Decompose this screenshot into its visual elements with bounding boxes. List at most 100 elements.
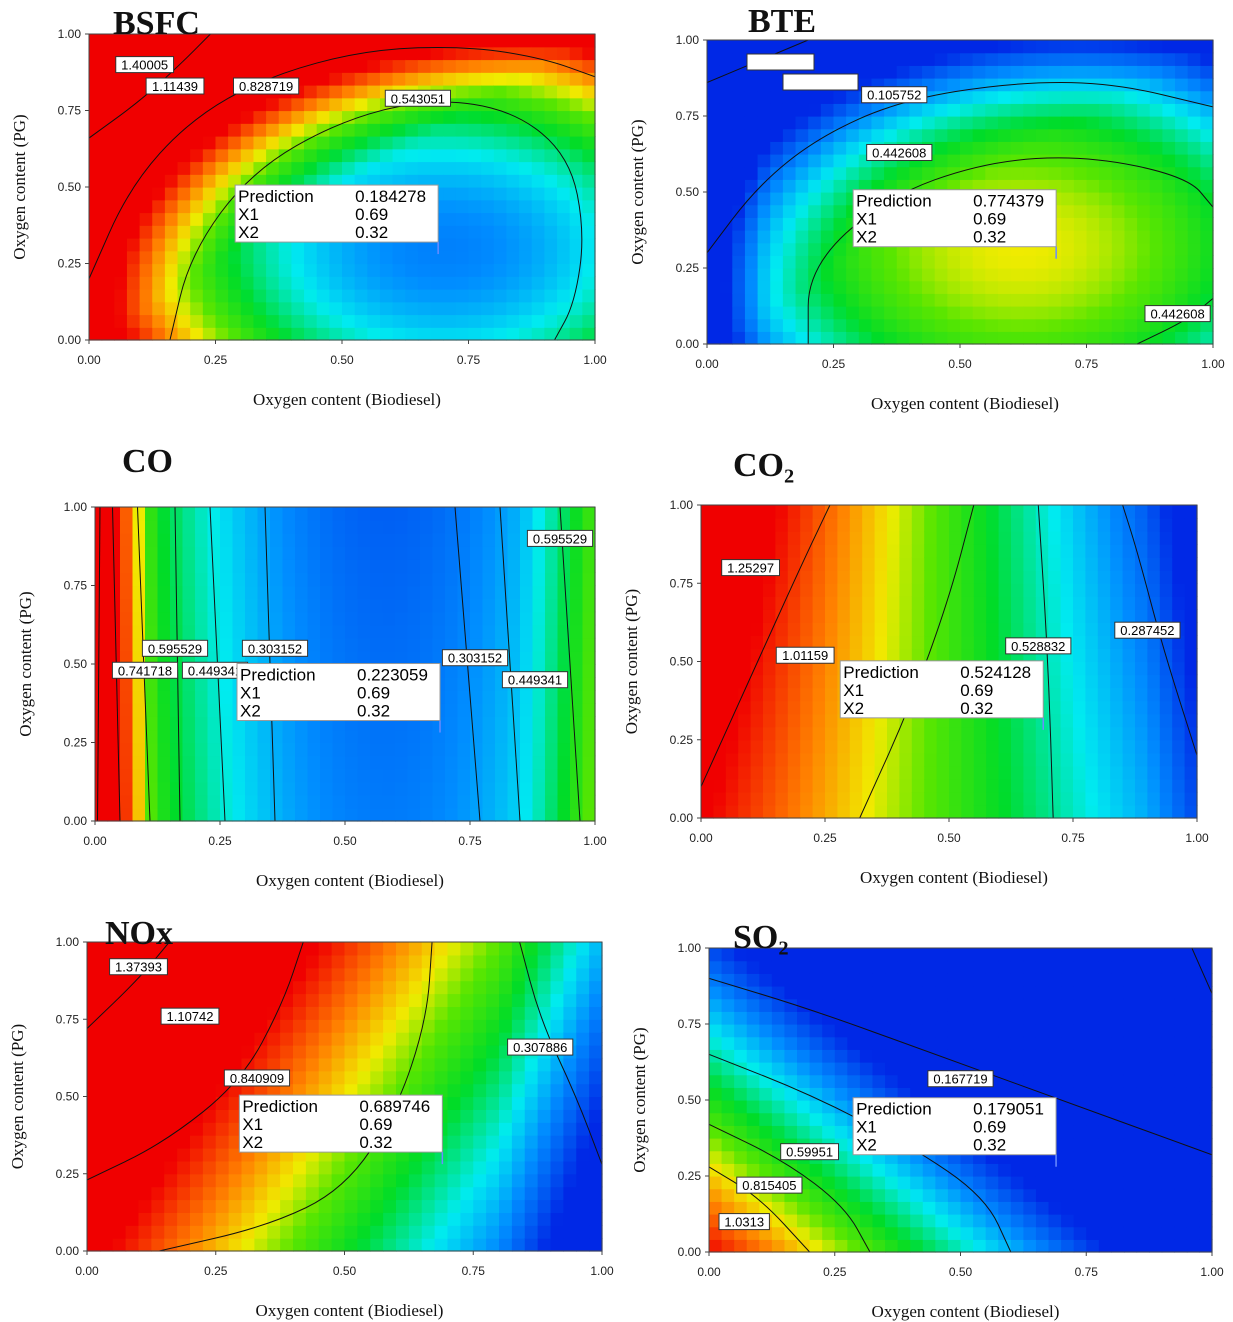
heatmap-cell [1060, 687, 1074, 702]
heatmap-cell [1073, 242, 1088, 256]
heatmap-cell [220, 742, 234, 757]
x-tick-label: 0.50 [937, 831, 961, 845]
heatmap-cell [357, 742, 371, 757]
heatmap-cell [1086, 52, 1100, 66]
heatmap-cell [432, 781, 446, 796]
heatmap-cell [738, 505, 752, 519]
heatmap-cell [563, 1109, 577, 1123]
heatmap-cell [507, 624, 521, 639]
heatmap-cell [871, 255, 885, 269]
heatmap-cell [537, 942, 552, 956]
heatmap-cell [215, 1135, 230, 1149]
heatmap-cell [455, 187, 470, 201]
heatmap-cell [582, 136, 596, 150]
heatmap-cell [973, 570, 987, 584]
heatmap-cell [190, 1199, 204, 1213]
heatmap-cell [1011, 518, 1024, 532]
heatmap-cell [782, 217, 797, 231]
heatmap-cell [1035, 78, 1050, 92]
heatmap-cell [316, 97, 330, 112]
heatmap-cell [732, 242, 746, 256]
heatmap-cell [531, 276, 545, 290]
heatmap-cell [126, 123, 141, 137]
heatmap-cell [896, 52, 910, 66]
heatmap-cell [569, 238, 583, 252]
heatmap-cell [795, 103, 809, 117]
heatmap-cell [570, 559, 584, 574]
heatmap-cell [1135, 739, 1148, 754]
heatmap-cell [457, 572, 471, 587]
heatmap-cell [266, 327, 280, 341]
heatmap-cell [482, 690, 496, 704]
heatmap-cell [420, 781, 434, 796]
heatmap-cell [493, 276, 508, 290]
heatmap-cell [1035, 752, 1049, 767]
heatmap-cell [544, 174, 558, 188]
heatmap-cell [370, 755, 384, 770]
heatmap-cell [537, 993, 552, 1007]
heatmap-cell [1061, 166, 1075, 180]
heatmap-cell [947, 268, 961, 282]
heatmap-cell [382, 585, 396, 600]
heatmap-cell [570, 598, 584, 613]
heatmap-cell [164, 97, 179, 112]
heatmap-cell [468, 212, 482, 226]
heatmap-cell [202, 212, 217, 226]
heatmap-cell [1111, 318, 1126, 332]
heatmap-cell [357, 585, 371, 600]
heatmap-cell [1097, 648, 1111, 663]
heatmap-cell [379, 301, 394, 316]
heatmap-cell [240, 263, 255, 277]
heatmap-cell [787, 791, 801, 806]
heatmap-cell [432, 742, 446, 757]
heatmap-cell [1086, 242, 1100, 256]
heatmap-cell [457, 585, 471, 600]
heatmap-cell [701, 635, 714, 650]
heatmap-cell [232, 520, 246, 534]
heatmap-cell [190, 327, 204, 341]
heatmap-cell [934, 65, 948, 79]
heatmap-cell [1085, 687, 1099, 702]
heatmap-cell [1147, 518, 1161, 532]
heatmap-cell [1172, 687, 1186, 702]
heatmap-cell [152, 225, 166, 239]
heatmap-cell [960, 306, 974, 320]
heatmap-cell [267, 1019, 281, 1033]
heatmap-cell [228, 250, 242, 265]
heatmap-cell [1048, 557, 1062, 571]
heatmap-cell [112, 1186, 127, 1201]
heatmap-cell [519, 263, 533, 277]
heatmap-cell [1011, 622, 1024, 637]
heatmap-cell [132, 598, 146, 613]
heatmap-cell [443, 301, 457, 316]
heatmap-cell [808, 103, 822, 117]
heatmap-cell [473, 980, 487, 995]
heatmap-cell [1175, 204, 1189, 218]
heatmap-cell [961, 570, 975, 584]
heatmap-cell [1159, 583, 1173, 597]
heatmap-cell [800, 778, 814, 793]
heatmap-cell [443, 123, 457, 137]
heatmap-cell [707, 52, 721, 66]
heatmap-cell [1137, 103, 1151, 117]
heatmap-cell [719, 65, 733, 79]
heatmap-cell [1149, 331, 1163, 345]
heatmap-cell [307, 768, 321, 783]
x-tick-label: 0.75 [462, 1264, 486, 1278]
heatmap-cell [1073, 331, 1088, 345]
heatmap-cell [379, 123, 394, 137]
heatmap-cell [177, 1186, 191, 1201]
heatmap-cell [524, 1199, 539, 1213]
heatmap-cell [345, 768, 359, 783]
prediction-row-value: 0.32 [973, 228, 1006, 247]
heatmap-cell [417, 34, 432, 48]
heatmap-cell [332, 755, 346, 770]
heatmap-cell [318, 1212, 333, 1226]
heatmap-cell [1048, 687, 1062, 702]
heatmap-cell [367, 301, 381, 316]
heatmap-cell [89, 263, 103, 277]
heatmap-cell [228, 174, 242, 188]
heatmap-cell [293, 993, 307, 1007]
heatmap-cell [232, 546, 246, 560]
